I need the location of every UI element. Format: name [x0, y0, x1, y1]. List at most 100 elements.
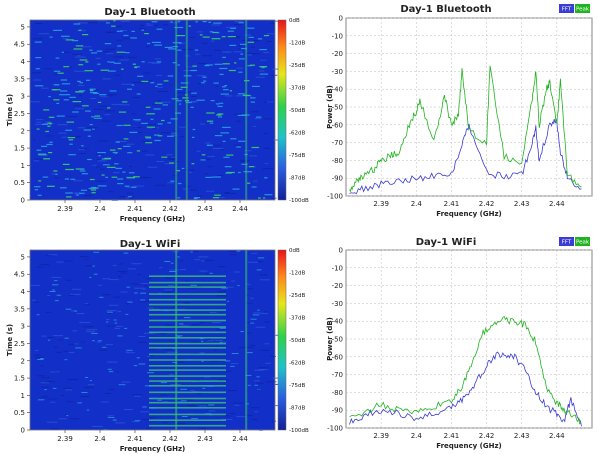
noise-speck	[74, 70, 85, 72]
bt-burst	[90, 52, 97, 54]
carrier-line	[245, 20, 248, 200]
noise-burst	[164, 261, 171, 262]
noise-speck	[234, 21, 244, 23]
noise-speck	[144, 80, 153, 82]
bt-burst	[212, 197, 219, 199]
bt-burst	[53, 99, 60, 101]
noise-speck	[66, 116, 78, 118]
noise-speck	[77, 55, 81, 57]
bt-burst	[117, 148, 122, 150]
noise-speck	[105, 53, 114, 55]
legend-label-peak: Peak	[576, 7, 590, 13]
bt-burst	[128, 172, 135, 174]
bt-burst	[214, 194, 221, 196]
bt-burst	[240, 53, 244, 55]
bt-burst	[42, 176, 49, 178]
noise-speck	[217, 266, 226, 268]
noise-speck	[179, 136, 184, 138]
bt-burst	[144, 33, 149, 35]
noise-speck	[203, 376, 210, 378]
noise-speck	[198, 256, 209, 258]
noise-speck	[135, 132, 143, 133]
noise-burst	[106, 321, 109, 323]
wifi-burst	[149, 319, 226, 322]
noise-burst	[225, 360, 231, 362]
noise-speck	[86, 329, 98, 331]
noise-burst	[231, 353, 239, 354]
bt-burst	[145, 106, 151, 108]
chart-title: Day-1 WiFi	[416, 237, 477, 248]
noise-speck	[198, 405, 207, 407]
legend-label-fft: FFT	[562, 7, 572, 13]
bt-burst	[188, 25, 191, 27]
noise-speck	[251, 407, 261, 409]
noise-speck	[114, 26, 122, 27]
x-tick-label: 2.42	[162, 435, 178, 443]
bt-burst	[103, 164, 110, 166]
noise-burst	[52, 289, 55, 291]
noise-burst	[92, 265, 96, 267]
spectrogram-2: Day-1 WiFi 2.39 2.4 2.41 2.42 2.43 2.44 Frequen…	[6, 239, 309, 453]
y-tick-label: -30	[332, 300, 343, 308]
noise-burst	[49, 291, 56, 292]
bt-burst	[69, 96, 76, 98]
noise-speck	[51, 173, 58, 175]
noise-speck	[248, 54, 252, 56]
noise-speck	[161, 132, 170, 134]
bt-burst	[259, 49, 267, 51]
bt-burst	[130, 37, 137, 39]
bt-burst	[154, 139, 161, 142]
bt-burst	[34, 189, 38, 191]
bt-burst	[78, 29, 82, 31]
bt-burst	[106, 166, 116, 168]
noise-speck	[95, 57, 101, 59]
noise-speck	[78, 84, 85, 86]
noise-speck	[149, 348, 157, 350]
noise-speck	[245, 346, 254, 348]
noise-speck	[84, 258, 88, 260]
noise-speck	[74, 343, 79, 345]
noise-speck	[270, 355, 276, 357]
noise-speck	[188, 287, 197, 289]
noise-speck	[224, 415, 230, 417]
noise-speck	[138, 283, 149, 285]
noise-burst	[65, 308, 72, 310]
colorbar-label: -12dB	[289, 41, 305, 47]
wifi-burst	[149, 380, 226, 382]
bt-burst	[93, 92, 99, 94]
bt-burst	[123, 124, 131, 126]
bt-burst	[67, 137, 76, 139]
bt-burst	[177, 64, 180, 66]
bt-burst	[200, 82, 205, 84]
bt-burst	[209, 31, 214, 33]
bt-burst	[193, 197, 198, 200]
bt-burst	[94, 115, 101, 117]
noise-burst	[147, 372, 154, 374]
noise-burst	[202, 387, 206, 389]
bt-burst	[192, 128, 196, 131]
bt-burst	[202, 76, 207, 78]
noise-burst	[245, 374, 252, 376]
noise-speck	[210, 40, 215, 42]
noise-burst	[240, 331, 244, 332]
noise-speck	[207, 340, 214, 342]
bt-burst	[156, 61, 162, 63]
noise-burst	[150, 407, 156, 409]
bt-burst	[107, 107, 111, 109]
bt-burst	[133, 176, 140, 178]
noise-burst	[142, 406, 147, 408]
bt-burst	[41, 123, 49, 125]
noise-speck	[89, 89, 100, 91]
noise-burst	[114, 322, 118, 324]
noise-burst	[181, 416, 188, 417]
noise-speck	[121, 104, 130, 106]
noise-speck	[246, 415, 253, 417]
noise-speck	[40, 264, 50, 266]
noise-burst	[144, 385, 152, 387]
noise-burst	[77, 402, 82, 404]
noise-speck	[215, 340, 223, 342]
noise-burst	[75, 347, 82, 349]
bt-burst	[162, 104, 168, 106]
bt-burst	[123, 138, 129, 140]
y-tick-label: -20	[332, 282, 343, 290]
